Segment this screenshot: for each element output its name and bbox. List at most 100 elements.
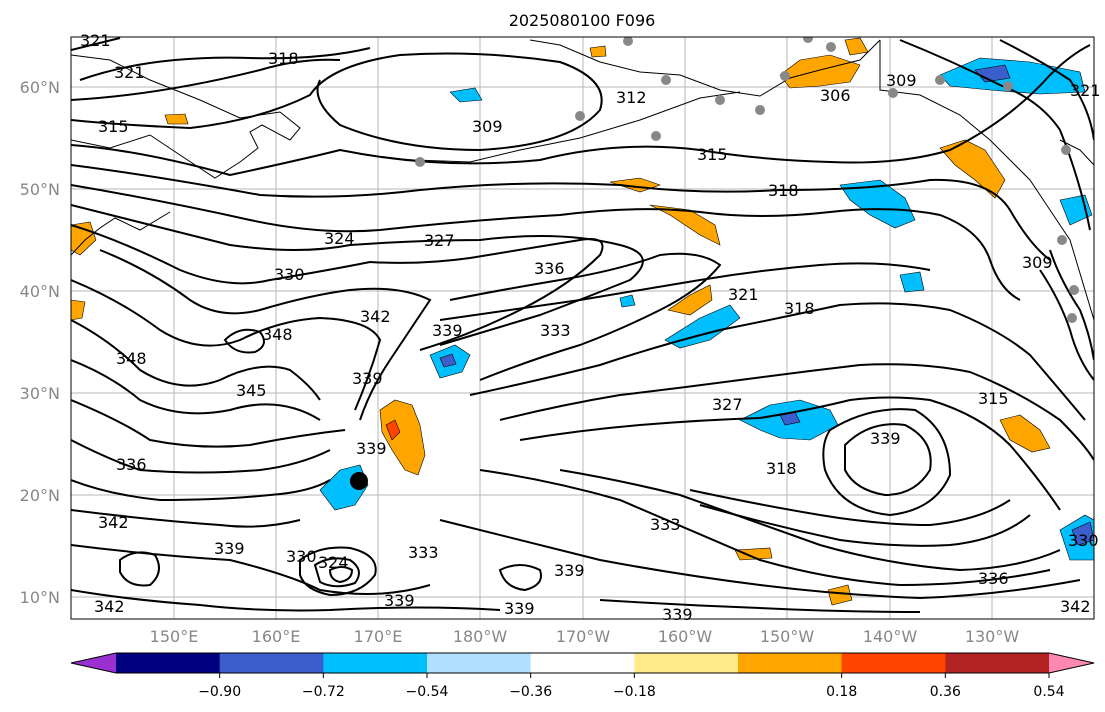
contour-line [469, 302, 1086, 421]
station-dot [1057, 235, 1067, 245]
lat-label: 10°N [20, 588, 60, 607]
contour-label: 327 [712, 395, 743, 414]
contour-line [71, 399, 346, 448]
contour-line [99, 249, 432, 421]
station-dot [623, 37, 633, 46]
contour-label: 330 [286, 547, 317, 566]
contour-line [79, 47, 371, 81]
latitude-labels: 60°N 50°N 40°N 30°N 20°N 10°N [20, 78, 60, 607]
contour-line [822, 408, 952, 517]
theta-contours [71, 37, 1094, 613]
station-dot [803, 37, 813, 43]
contour-label: 327 [424, 231, 455, 250]
lon-label: 170°W [556, 627, 611, 646]
contour-line [699, 504, 1031, 547]
contour-line [71, 589, 501, 612]
lon-label: 180°W [453, 627, 508, 646]
contour-line [71, 58, 341, 101]
contour-line [313, 557, 360, 588]
lon-label: 160°W [658, 627, 713, 646]
contour-line [559, 469, 1061, 572]
contour-label: 336 [534, 259, 565, 278]
contour-line [1049, 249, 1094, 361]
contour-label: 339 [356, 439, 387, 458]
station-dot [935, 75, 945, 85]
anomaly-region [589, 45, 607, 58]
colorbar-segment [427, 653, 532, 673]
lon-label: 160°E [252, 627, 301, 646]
lat-label: 40°N [20, 282, 60, 301]
contour-label: 339 [662, 605, 693, 624]
contour-line [71, 184, 1021, 301]
station-dot [1003, 81, 1013, 91]
contour-line [479, 469, 1051, 587]
map-title: 2025080100 F096 [509, 11, 656, 30]
station-dot [715, 95, 725, 105]
lat-label: 60°N [20, 78, 60, 97]
contour-line [71, 479, 331, 502]
anomaly-region [779, 54, 861, 89]
contour-label: 318 [784, 299, 815, 318]
map-frame [70, 36, 1095, 620]
colorbar-segment [323, 653, 428, 673]
contour-label: 342 [1060, 597, 1091, 616]
colorbar-tick-label: −0.36 [509, 684, 552, 700]
colorbar-extend-left [71, 653, 116, 673]
contour-line [449, 252, 722, 381]
station-dot [755, 105, 765, 115]
anomaly-region [667, 284, 713, 316]
contour-line [439, 519, 1081, 600]
contour-label: 342 [94, 597, 125, 616]
colorbar-segment [116, 653, 221, 673]
contour-label: 336 [116, 455, 147, 474]
anomaly-region [449, 87, 483, 103]
colorbar-extend-right [1049, 653, 1094, 673]
contour-label: 348 [116, 349, 147, 368]
contour-label: 339 [352, 369, 383, 388]
station-dot [780, 71, 790, 81]
contour-line [499, 363, 1094, 461]
contour-label: 339 [554, 561, 585, 580]
lat-label: 30°N [20, 384, 60, 403]
station-dot [575, 111, 585, 121]
anomaly-region [1071, 521, 1094, 546]
anomaly-region [379, 399, 426, 476]
contour-label: 315 [697, 145, 728, 164]
contour-line [498, 564, 542, 592]
colorbar-tick-label: 0.54 [1033, 684, 1064, 700]
colorbar-tick-label: −0.72 [302, 684, 345, 700]
station-dot [888, 88, 898, 98]
anomaly-region [939, 139, 1006, 199]
colorbar-segment [530, 653, 635, 673]
lat-label: 20°N [20, 486, 60, 505]
contour-line [328, 566, 354, 584]
contour-label: 342 [360, 307, 391, 326]
lon-label: 150°W [760, 627, 815, 646]
contour-label: 312 [616, 88, 647, 107]
lon-label: 150°E [150, 627, 199, 646]
contour-label: 339 [214, 539, 245, 558]
storm-center-marker [350, 472, 368, 490]
contour-label: 339 [384, 591, 415, 610]
contour-line [71, 204, 644, 346]
colorbar-outline [70, 652, 1095, 674]
colorbar: −0.90−0.72−0.54−0.36−0.180.180.360.540.7… [70, 652, 1095, 700]
station-dot [1069, 285, 1079, 295]
contour-label: 330 [1068, 531, 1099, 550]
contour-line [71, 279, 382, 411]
lat-label: 50°N [20, 180, 60, 199]
contour-label: 315 [978, 389, 1009, 408]
contour-label: 309 [886, 71, 917, 90]
coastlines [71, 39, 1094, 321]
station-dot [1067, 313, 1077, 323]
contour-label: 321 [728, 285, 759, 304]
anomaly-region [827, 584, 853, 606]
contour-label: 309 [1022, 253, 1053, 272]
contour-label: 318 [768, 181, 799, 200]
anomaly-region [734, 547, 773, 561]
contour-label: 318 [268, 49, 299, 68]
colorbar-tick-label: 0.36 [930, 684, 961, 700]
contour-label: 324 [324, 229, 355, 248]
contour-line [71, 359, 321, 421]
colorbar-segment [634, 653, 739, 673]
